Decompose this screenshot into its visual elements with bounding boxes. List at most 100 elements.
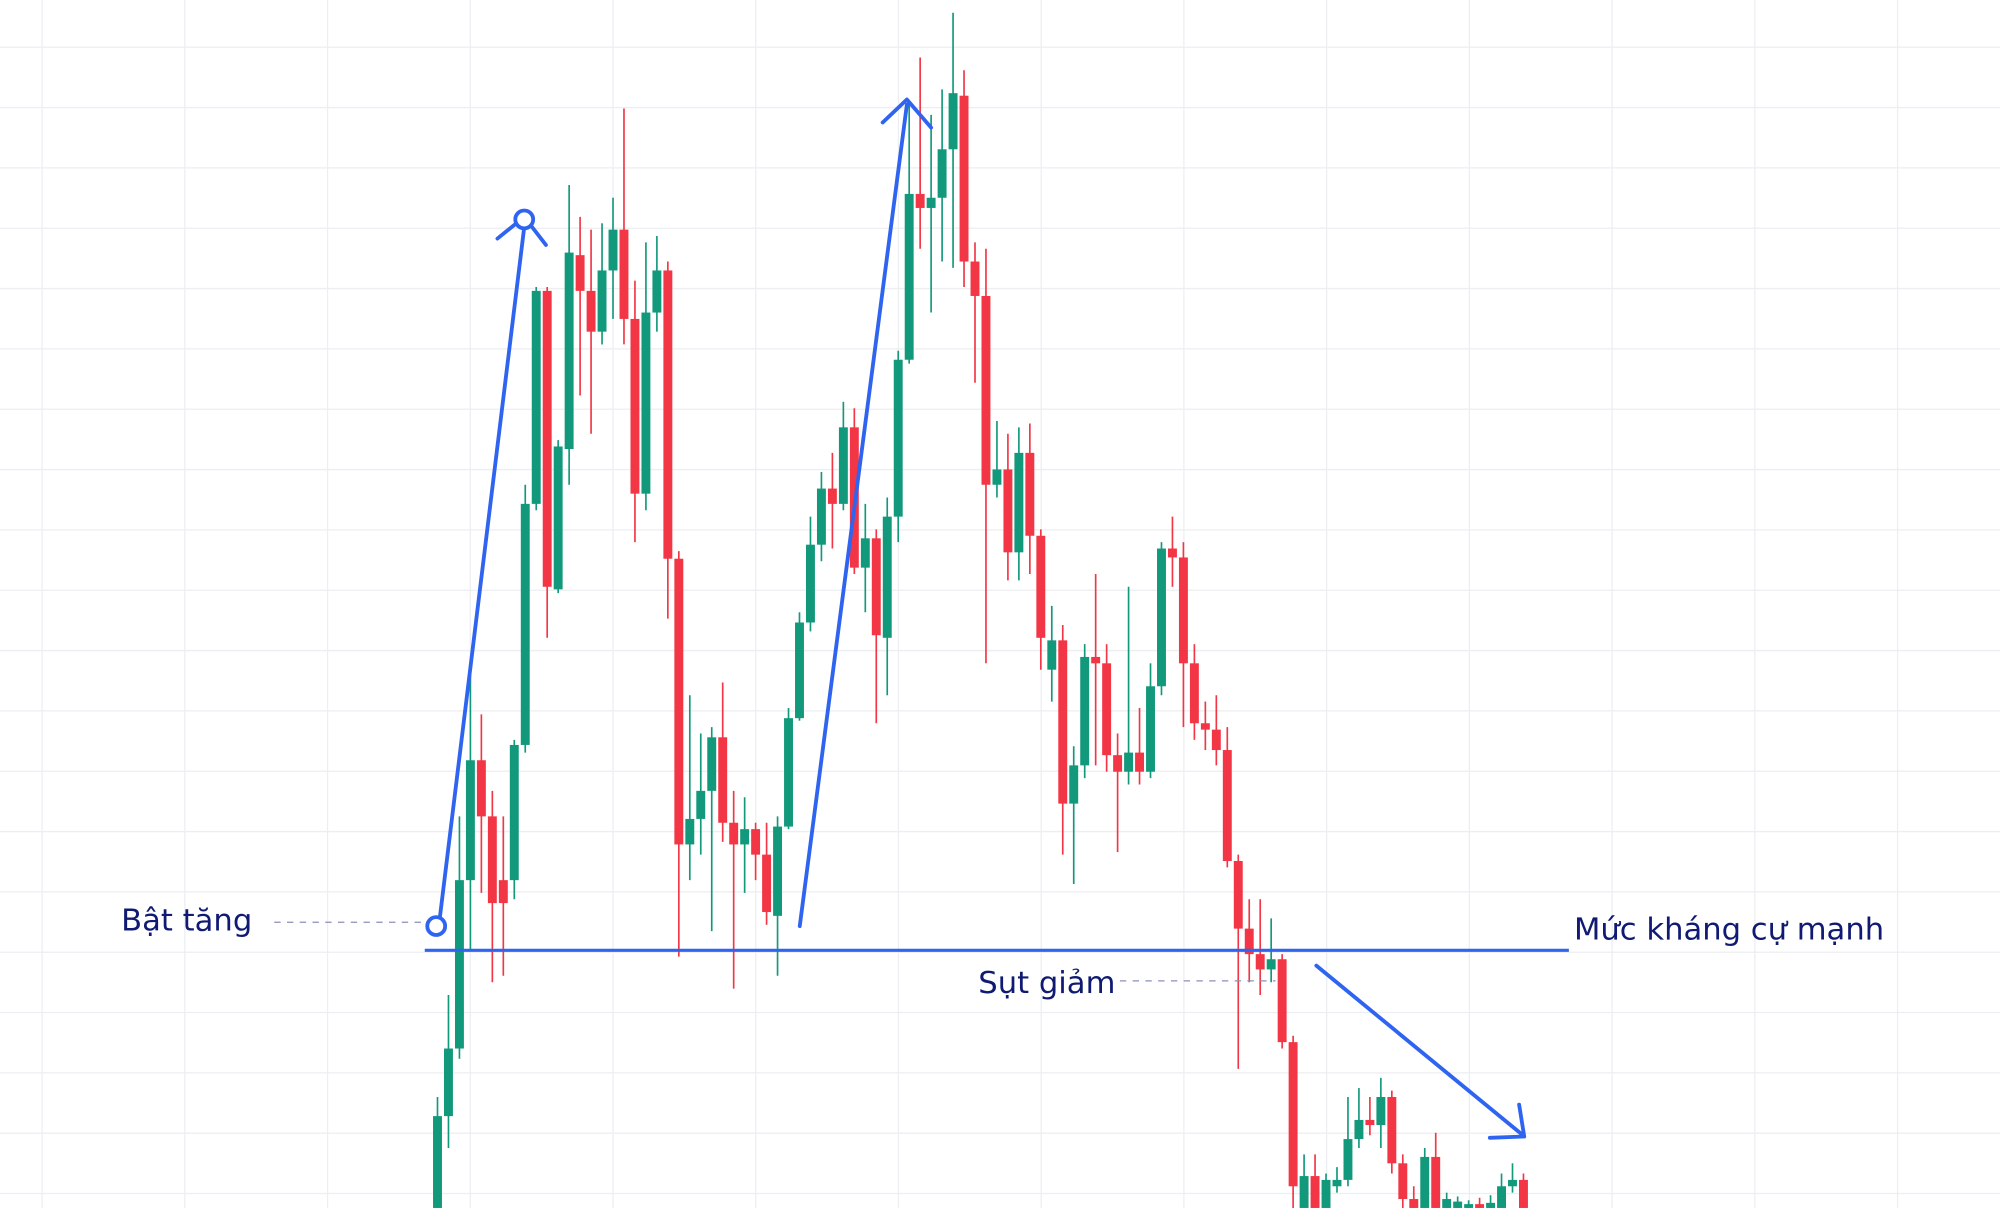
- candle-body: [948, 93, 958, 150]
- candle-body: [520, 503, 530, 745]
- candle-body: [1310, 1176, 1320, 1208]
- candle-body: [1442, 1199, 1452, 1208]
- candle-body: [729, 822, 739, 845]
- candle-body: [816, 488, 826, 545]
- candle-body: [915, 193, 925, 208]
- candle-body: [762, 854, 772, 913]
- candle-body: [1047, 640, 1057, 670]
- candle-body: [926, 197, 936, 208]
- annotation-label: Bật tăng: [121, 904, 252, 939]
- candle-body: [531, 290, 541, 504]
- candle-body: [685, 818, 695, 845]
- candle-body: [1058, 640, 1068, 804]
- candle-body: [1497, 1186, 1506, 1208]
- candle-body: [663, 270, 673, 559]
- candle-body: [1365, 1119, 1375, 1126]
- candle-body: [795, 622, 804, 719]
- arrow-head: [1487, 1102, 1527, 1140]
- candle-body: [1288, 1042, 1298, 1187]
- candle-body: [1453, 1201, 1463, 1208]
- candle-body: [1211, 729, 1221, 751]
- candle-body: [718, 737, 728, 823]
- candle-body: [696, 790, 706, 819]
- up-arrow: [438, 225, 527, 918]
- candle-body: [1321, 1179, 1331, 1208]
- candle-body: [433, 1116, 442, 1208]
- candle-body: [992, 469, 1002, 485]
- candle-body: [1222, 750, 1232, 862]
- candle-body: [652, 270, 662, 313]
- up-arrow: [797, 102, 909, 928]
- candle-body: [970, 261, 980, 296]
- candle-body: [1255, 954, 1265, 970]
- candle-body: [454, 880, 464, 1049]
- candle-body: [1464, 1204, 1474, 1208]
- candle-body: [674, 558, 684, 845]
- candle-body: [509, 744, 519, 881]
- candle-body: [1376, 1096, 1386, 1126]
- candle-body: [1003, 469, 1013, 553]
- candle-body: [1486, 1202, 1496, 1208]
- candle-body: [893, 359, 903, 517]
- candle-body: [1420, 1156, 1430, 1208]
- candle-body: [827, 488, 837, 504]
- candle-body: [1069, 765, 1079, 804]
- candle-body: [1135, 752, 1145, 772]
- candle-body: [619, 229, 629, 319]
- candle-body: [1299, 1176, 1309, 1208]
- candle-body: [773, 826, 783, 916]
- candle-body: [1113, 755, 1123, 772]
- candle-body: [838, 427, 848, 504]
- candle-body: [1157, 548, 1166, 687]
- candle-body: [1091, 656, 1101, 664]
- candle-body: [1014, 452, 1024, 553]
- candle-body: [904, 193, 914, 360]
- candle-body: [1332, 1179, 1342, 1187]
- marker: [513, 208, 536, 231]
- candle-body: [542, 290, 552, 587]
- candle-body: [981, 295, 991, 485]
- candle-body: [498, 880, 508, 904]
- annotation-label: Mức kháng cự mạnh: [1574, 913, 1884, 948]
- candle-body: [1387, 1096, 1397, 1164]
- candle-body: [444, 1048, 453, 1117]
- candle-body: [1189, 663, 1199, 724]
- candle-body: [784, 718, 793, 827]
- arrow-head: [880, 97, 934, 130]
- candle-body: [1080, 656, 1090, 766]
- candle-body: [871, 538, 881, 636]
- candle-body: [805, 544, 815, 623]
- candle-body: [959, 95, 969, 262]
- candle-body: [1409, 1199, 1419, 1208]
- marker: [425, 915, 448, 937]
- candle-body: [1431, 1156, 1441, 1208]
- candle-body: [1200, 723, 1210, 730]
- candle-body: [597, 270, 607, 332]
- candle-body: [553, 446, 563, 590]
- candle-body: [1124, 752, 1134, 772]
- candle-body: [740, 829, 750, 845]
- candle-body: [1146, 686, 1155, 772]
- candle-body: [1277, 959, 1287, 1043]
- candle-body: [476, 760, 486, 817]
- candle-body: [1519, 1179, 1528, 1208]
- candle-body: [1233, 861, 1243, 929]
- candle-body: [465, 760, 475, 881]
- candle-body: [707, 737, 717, 791]
- candles: [433, 12, 1528, 1208]
- annotation-label: Sụt giảm: [978, 966, 1115, 1001]
- candle-body: [1475, 1204, 1485, 1208]
- candle-body: [1167, 548, 1177, 558]
- candle-body: [575, 255, 585, 291]
- candle-body: [1343, 1139, 1353, 1180]
- candle-body: [1244, 928, 1254, 955]
- annotations: [425, 97, 1527, 1140]
- candle-body: [1102, 663, 1112, 756]
- candle-body: [1036, 535, 1046, 638]
- candle-body: [608, 229, 618, 271]
- leaders: [274, 921, 1276, 982]
- candle-body: [1266, 959, 1276, 970]
- candle-body: [1398, 1163, 1408, 1200]
